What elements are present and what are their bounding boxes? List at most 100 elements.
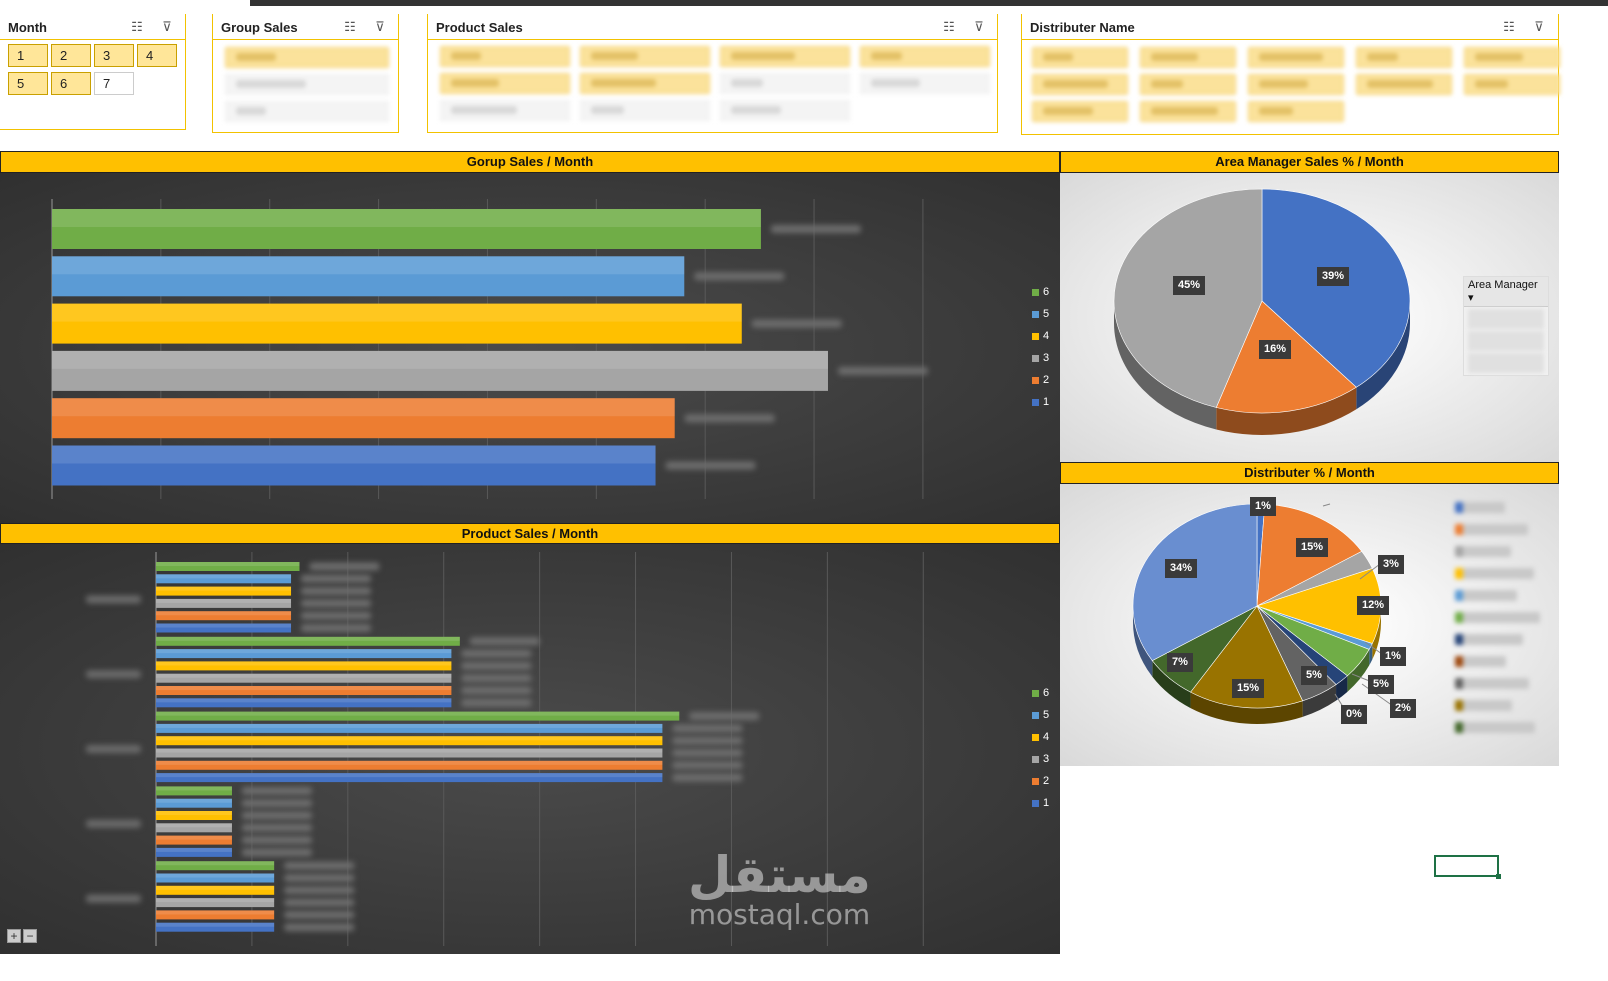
distributer-item[interactable] <box>1032 47 1128 68</box>
area-manager-legend[interactable]: Area Manager ▾ <box>1463 276 1549 376</box>
bar-series-3 <box>156 673 452 683</box>
data-label-blurred <box>241 799 312 808</box>
product-sales-item[interactable] <box>580 100 710 121</box>
group-sales-item[interactable] <box>225 47 389 68</box>
data-label-blurred <box>284 910 355 919</box>
distributer-item[interactable] <box>1356 47 1452 68</box>
bar-series-2 <box>52 398 675 439</box>
data-label-blurred <box>672 724 743 733</box>
product-sales-item[interactable] <box>440 46 570 67</box>
clear-filter-icon[interactable]: ⊽ <box>162 19 172 34</box>
pie-slice-11 <box>1132 503 1258 662</box>
distributer-item[interactable] <box>1032 74 1128 95</box>
watermark-latin: mostaql.com <box>688 898 871 931</box>
distributer-item[interactable] <box>1464 47 1560 68</box>
legend-item <box>1468 353 1544 373</box>
distributer-item[interactable] <box>1140 47 1236 68</box>
multi-select-icon[interactable]: ☷ <box>1503 19 1515 34</box>
product-sales-item[interactable] <box>440 73 570 94</box>
pie-chart-svg <box>1113 188 1411 435</box>
product-sales-item[interactable] <box>720 73 850 94</box>
distributer-item[interactable] <box>1140 101 1236 122</box>
data-label-blurred <box>241 786 312 795</box>
distributer-chart[interactable]: 1% 15% 3% 12% 1% 5% 2% 0% 5% 15% 7% 34% <box>1060 484 1559 766</box>
legend-item <box>1455 722 1535 733</box>
clear-filter-icon[interactable]: ⊽ <box>974 19 984 34</box>
bar-series-1 <box>156 773 663 783</box>
month-item-6[interactable]: 6 <box>51 72 91 95</box>
chevron-down-icon[interactable]: ▾ <box>1468 292 1474 304</box>
legend-item-6: 6 <box>1032 281 1049 303</box>
month-item-4[interactable]: 4 <box>137 44 177 67</box>
product-sales-item[interactable] <box>580 73 710 94</box>
zoom-in-button[interactable]: + <box>7 929 21 943</box>
month-item-5[interactable]: 5 <box>8 72 48 95</box>
data-label-blurred <box>301 574 372 583</box>
product-sales-item[interactable] <box>860 46 990 67</box>
distributer-item[interactable] <box>1032 101 1128 122</box>
month-item-3[interactable]: 3 <box>94 44 134 67</box>
bar-highlight <box>156 898 275 903</box>
legend-item-2: 2 <box>1032 369 1049 391</box>
legend-item <box>1455 612 1540 623</box>
pie-data-label: 5% <box>1301 666 1327 685</box>
bar-highlight <box>156 760 663 765</box>
product-sales-item[interactable] <box>440 100 570 121</box>
bar-series-1 <box>156 698 452 708</box>
pie-data-label: 12% <box>1357 596 1390 615</box>
month-item-2[interactable]: 2 <box>51 44 91 67</box>
product-sales-item[interactable] <box>720 100 850 121</box>
product-sales-item[interactable] <box>580 46 710 67</box>
leader-line <box>1322 503 1331 507</box>
pie-slice-2 <box>1113 188 1263 408</box>
pie-side-6 <box>1336 675 1348 701</box>
pie-side-8 <box>1302 684 1337 717</box>
distributer-item[interactable] <box>1356 74 1452 95</box>
bar-highlight <box>156 736 663 741</box>
bar-series-4 <box>156 736 663 746</box>
distributer-item[interactable] <box>1248 101 1344 122</box>
bar-highlight <box>156 910 275 915</box>
group-sales-item[interactable] <box>225 74 389 95</box>
pie-side-2 <box>1114 301 1217 430</box>
bar-series-1 <box>156 623 292 633</box>
group-sales-slicer-title: Group Sales <box>221 20 298 35</box>
group-sales-slicer: Group Sales ☷ ⊽ <box>212 14 399 133</box>
distributer-item[interactable] <box>1248 74 1344 95</box>
distributer-item[interactable] <box>1140 74 1236 95</box>
bar-highlight <box>156 623 292 628</box>
pie-data-label: 7% <box>1167 653 1193 672</box>
area-manager-chart[interactable]: Area Manager ▾ 39% 16% 45% <box>1060 173 1559 462</box>
legend-item-1: 1 <box>1032 792 1049 814</box>
month-item-1[interactable]: 1 <box>8 44 48 67</box>
bar-highlight <box>156 562 300 567</box>
area-manager-chart-title: Area Manager Sales % / Month <box>1060 151 1559 173</box>
data-label-blurred <box>694 272 785 281</box>
bar-series-6 <box>156 562 300 571</box>
data-label-blurred <box>309 562 380 571</box>
distributer-item[interactable] <box>1464 74 1560 95</box>
product-sales-item[interactable] <box>720 46 850 67</box>
pie-data-label: 1% <box>1250 497 1276 516</box>
multi-select-icon[interactable]: ☷ <box>943 19 955 34</box>
data-label-blurred <box>684 414 775 423</box>
group-sales-item[interactable] <box>225 101 389 122</box>
legend-item <box>1455 546 1511 557</box>
bar-series-3 <box>156 898 275 908</box>
clear-filter-icon[interactable]: ⊽ <box>1534 19 1544 34</box>
product-sales-item[interactable] <box>860 73 990 94</box>
distributer-item[interactable] <box>1248 47 1344 68</box>
data-label-blurred <box>461 649 532 658</box>
multi-select-icon[interactable]: ☷ <box>131 19 143 34</box>
category-label-blurred <box>86 595 141 604</box>
clear-filter-icon[interactable]: ⊽ <box>375 19 385 34</box>
selected-cell[interactable] <box>1434 855 1501 879</box>
zoom-out-button[interactable]: − <box>23 929 37 943</box>
month-item-7[interactable]: 7 <box>94 72 134 95</box>
multi-select-icon[interactable]: ☷ <box>344 19 356 34</box>
